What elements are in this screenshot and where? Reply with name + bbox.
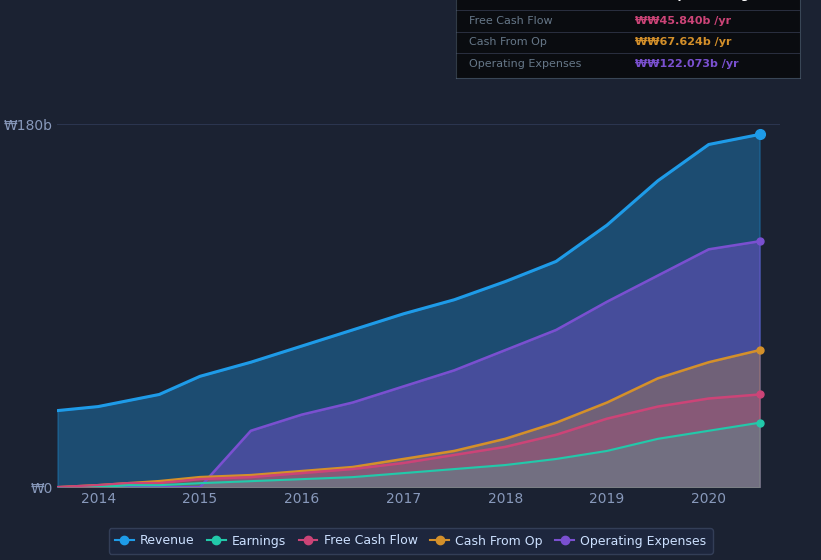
Text: Operating Expenses: Operating Expenses (470, 59, 582, 68)
Text: 18.4% profit margin: 18.4% profit margin (635, 0, 760, 1)
Legend: Revenue, Earnings, Free Cash Flow, Cash From Op, Operating Expenses: Revenue, Earnings, Free Cash Flow, Cash … (108, 528, 713, 554)
Text: ₩₩67.624b /yr: ₩₩67.624b /yr (635, 37, 732, 47)
Text: ₩₩122.073b /yr: ₩₩122.073b /yr (635, 59, 739, 68)
Text: Cash From Op: Cash From Op (470, 37, 548, 47)
Text: Free Cash Flow: Free Cash Flow (470, 16, 553, 26)
Text: ₩₩45.840b /yr: ₩₩45.840b /yr (635, 16, 731, 26)
